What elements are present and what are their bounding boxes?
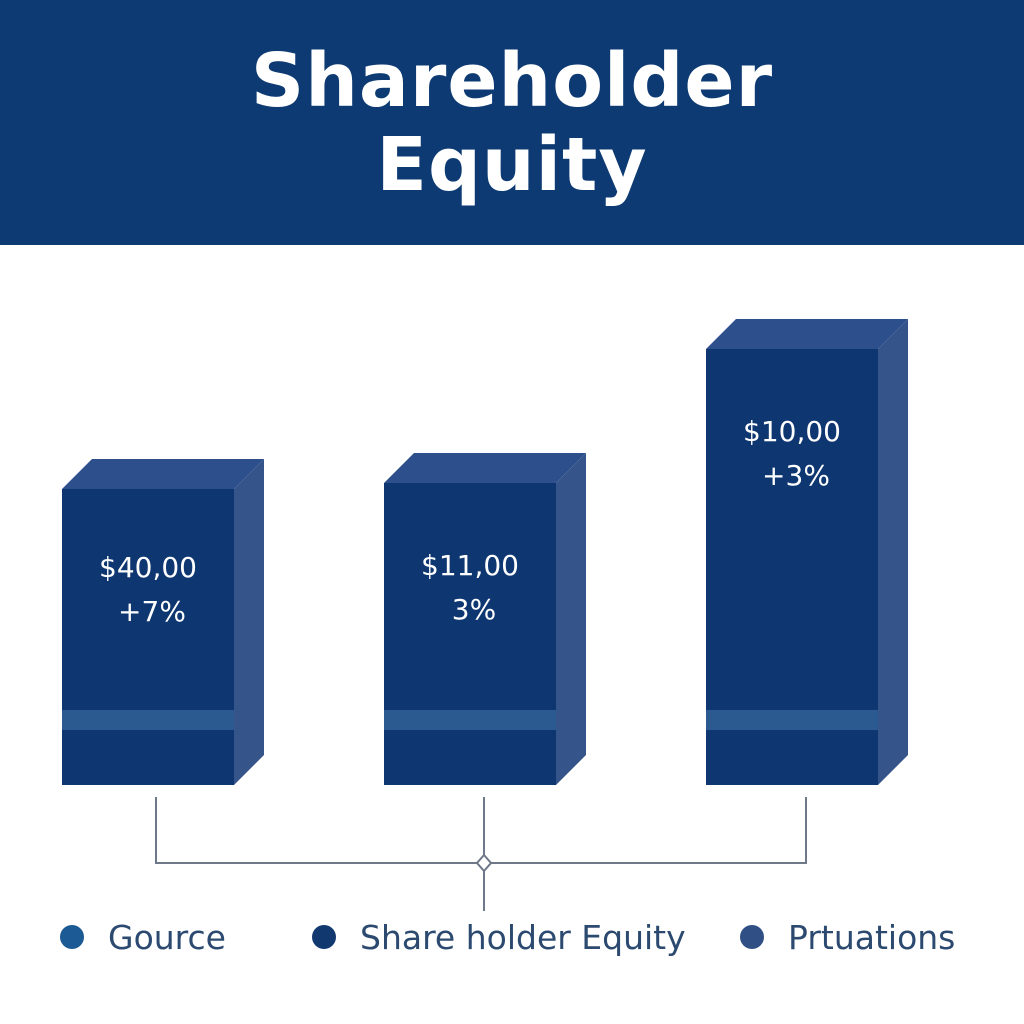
- bar-base-band: [384, 710, 556, 730]
- bar-value-label: $10,00: [743, 415, 841, 448]
- bar-3: $10,00 +3%: [706, 319, 908, 785]
- legend-marker: [60, 925, 84, 949]
- legend-marker: [312, 925, 336, 949]
- bar-base-band: [706, 710, 878, 730]
- legend-label: Prtuations: [788, 918, 955, 957]
- bar-front-face: [384, 483, 556, 785]
- chart-header: Shareholder Equity: [0, 0, 1024, 245]
- bar-change-label: 3%: [452, 593, 496, 626]
- bar-front-face: [62, 489, 234, 785]
- bar-value-label: $11,00: [421, 549, 519, 582]
- bar-top-face: [384, 453, 586, 483]
- bars-group: $40,00 +7% $11,00 3% $10,00 +3%: [62, 319, 908, 785]
- connector-lines: [155, 797, 807, 911]
- chart-title: Shareholder Equity: [250, 37, 774, 208]
- legend-item-2: Share holder Equity: [312, 918, 686, 957]
- connector-bracket: [155, 797, 807, 864]
- bar-top-face: [706, 319, 908, 349]
- bar-change-label: +3%: [762, 459, 830, 492]
- legend-label: Gource: [108, 918, 226, 957]
- legend: Gource Share holder Equity Prtuations: [60, 918, 955, 957]
- bar-1: $40,00 +7%: [62, 459, 264, 785]
- legend-item-1: Gource: [60, 918, 226, 957]
- bar-side-face: [556, 453, 586, 785]
- bar-value-label: $40,00: [99, 551, 197, 584]
- bar-2: $11,00 3%: [384, 453, 586, 785]
- bar-base-band: [62, 710, 234, 730]
- bar-chart: $40,00 +7% $11,00 3% $10,00 +3% Gource Share h…: [60, 319, 955, 957]
- legend-item-3: Prtuations: [740, 918, 955, 957]
- legend-marker: [740, 925, 764, 949]
- connector-node: [475, 853, 493, 873]
- bar-side-face: [878, 319, 908, 785]
- bar-top-face: [62, 459, 264, 489]
- bar-side-face: [234, 459, 264, 785]
- bar-change-label: +7%: [118, 595, 186, 628]
- legend-label: Share holder Equity: [360, 918, 686, 957]
